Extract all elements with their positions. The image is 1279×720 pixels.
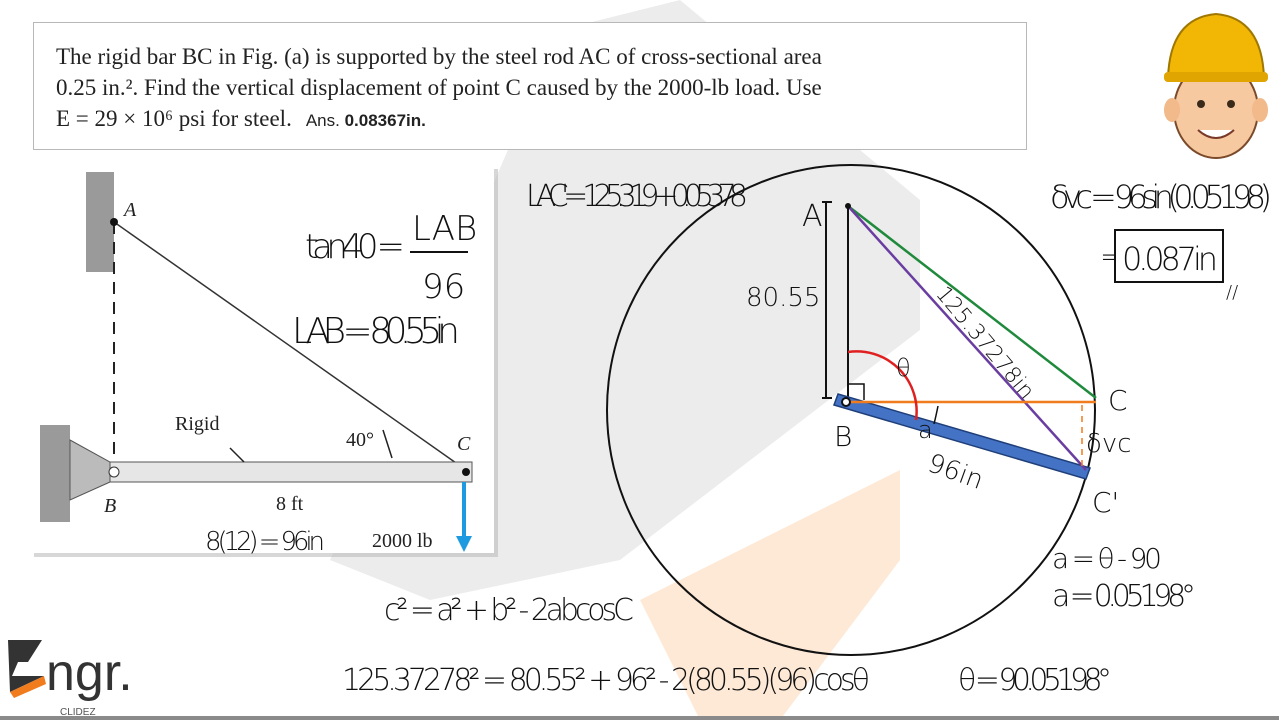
sketch-point-b: B: [834, 420, 852, 453]
sketch-point-a: A: [802, 199, 823, 234]
engr-logo: ngr. CLIDEZ: [8, 640, 133, 718]
steel-rod-ac: [113, 221, 467, 471]
fig-load: 2000 lb: [372, 530, 433, 552]
sketch-point-c: C: [1108, 384, 1128, 417]
sketch-dvc: δvc: [1086, 429, 1132, 459]
answer: Ans. 0.08367in.: [306, 111, 426, 130]
wall-support-b: [40, 425, 70, 522]
problem-line-3-wrap: E = 29 × 10⁶ psi for steel. Ans. 0.08367i…: [56, 103, 1004, 136]
rotation-circle: [606, 164, 1096, 656]
line-ac: [847, 205, 1097, 399]
answer-prefix: Ans.: [305, 111, 340, 130]
note-conversion: 8(12) = 96in: [205, 527, 325, 557]
rigid-bar-bc: [109, 461, 473, 483]
note-lac: LAC' = 125.319 +0.05378: [526, 179, 748, 214]
note-cosine-sub: 125.37278² = 80.55² + 96² - 2(80.55)(96)…: [342, 663, 870, 698]
sketch-point-c-prime: C': [1092, 486, 1119, 519]
note-result-mark: //: [1226, 282, 1238, 303]
wall-support-a: [86, 172, 114, 272]
right-angle-mark: [848, 383, 865, 400]
note-cosine-law: c² = a² + b² - 2abcosC: [384, 593, 634, 628]
line-ac-prime: [847, 205, 1087, 471]
problem-line-1: The rigid bar BC in Fig. (a) is supporte…: [56, 44, 822, 69]
bottom-border: [0, 716, 1279, 720]
problem-line-3: E = 29 × 10⁶ psi for steel.: [56, 106, 292, 131]
result-box: [1114, 229, 1224, 283]
problem-line-2: 0.25 in.². Find the vertical displacemen…: [56, 75, 822, 100]
deflected-bar: [833, 393, 1091, 480]
note-alpha-val: a = 0.05198°: [1052, 579, 1196, 614]
fig-label-b: B: [104, 495, 116, 517]
note-lab: LAB = 80.55in: [292, 311, 460, 352]
sketch-theta: θ: [896, 354, 911, 382]
fig-label-a: A: [122, 199, 137, 221]
note-tan-lhs: tan40 =: [305, 227, 405, 267]
sketch-alpha: a: [918, 416, 933, 444]
note-dvc: δvc = 96sin(0.05198): [1050, 178, 1272, 216]
fig-angle: 40°: [346, 429, 374, 451]
engineer-mascot-image: [1164, 12, 1268, 159]
logo-text: ngr.: [46, 644, 133, 702]
sketch-diag: 125.37278in: [930, 282, 1039, 405]
answer-value: 0.08367in.: [344, 111, 426, 130]
note-tan-den: 96: [422, 267, 465, 307]
fig-label-c: C: [457, 433, 471, 455]
theta-arc: [847, 350, 918, 421]
note-result: 0.087in: [1122, 240, 1218, 278]
note-tan-num: LAB: [412, 209, 477, 249]
problem-statement: The rigid bar BC in Fig. (a) is supporte…: [33, 22, 1027, 150]
logo-sub: CLIDEZ: [60, 707, 96, 718]
sketch-height: 80.55: [746, 283, 820, 313]
fig-length: 8 ft: [276, 493, 304, 515]
note-theta-val: θ = 90.05198°: [958, 663, 1112, 698]
watermark-orange-band: [640, 470, 900, 720]
fig-label-rigid: Rigid: [175, 413, 219, 435]
figure-panel: A B C Rigid 40° 8 ft 2000 lb: [30, 165, 498, 557]
note-alpha-def: a = θ - 90: [1052, 542, 1162, 575]
load-arrowhead: [456, 536, 472, 552]
sketch-bar-length: 96in: [924, 448, 988, 496]
